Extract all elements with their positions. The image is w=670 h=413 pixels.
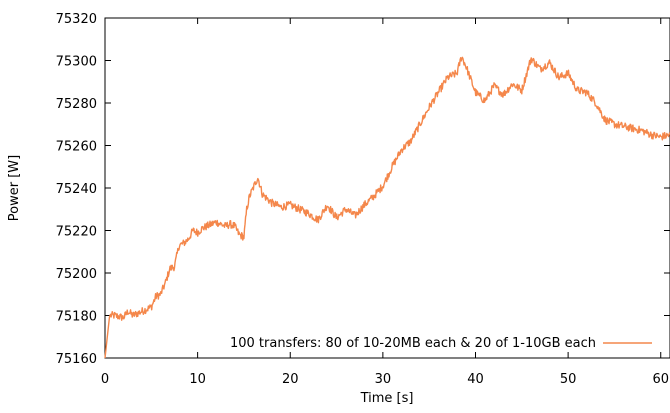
legend: 100 transfers: 80 of 10-20MB each & 20 o… — [230, 336, 652, 351]
y-tick-label: 75220 — [56, 225, 97, 240]
x-tick-label: 20 — [282, 372, 299, 387]
x-tick-label: 10 — [189, 372, 206, 387]
y-tick-label: 75240 — [56, 182, 97, 197]
legend-label: 100 transfers: 80 of 10-20MB each & 20 o… — [230, 336, 596, 351]
plot-frame — [104, 17, 670, 359]
y-tick-label: 75300 — [56, 55, 97, 70]
y-axis-ticks: 75160 75180 75200 75220 75240 75260 75280 75300… — [56, 12, 670, 367]
x-tick-label: 0 — [101, 372, 109, 387]
x-axis-label: Time [s] — [360, 391, 414, 406]
y-axis-label: Power [W] — [7, 155, 22, 221]
y-tick-label: 75200 — [56, 267, 97, 282]
y-tick-label: 75180 — [56, 310, 97, 325]
x-axis-ticks: 0 10 20 30 40 50 60 — [101, 18, 669, 387]
x-tick-label: 30 — [375, 372, 392, 387]
x-tick-label: 40 — [467, 372, 484, 387]
series-line — [104, 56, 670, 359]
y-tick-label: 75260 — [56, 140, 97, 155]
x-tick-label: 60 — [652, 372, 669, 387]
x-tick-label: 50 — [560, 372, 577, 387]
y-tick-label: 75160 — [56, 352, 97, 367]
y-tick-label: 75320 — [56, 12, 97, 27]
y-tick-label: 75280 — [56, 97, 97, 112]
